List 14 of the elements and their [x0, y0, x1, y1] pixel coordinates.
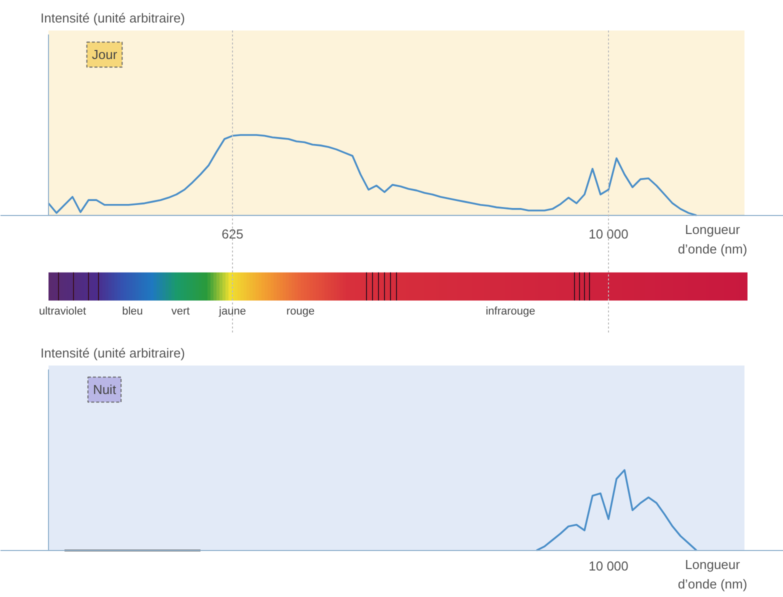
x-tick-label: 625 — [222, 226, 244, 242]
x-axis-title: Longueur d’onde (nm) — [678, 556, 748, 592]
text: infrarouge — [486, 305, 536, 318]
y-axis-title: Intensité (unité arbitraire) — [40, 10, 186, 26]
text: jaune — [218, 305, 246, 318]
chart-title: Nuit — [92, 382, 116, 398]
text: vert — [171, 305, 190, 318]
text: 10 000 — [588, 558, 628, 574]
x-axis-title: Longueur d’onde (nm) — [678, 222, 748, 256]
chart-title: Jour — [92, 47, 118, 62]
text: rouge — [286, 305, 315, 318]
y-axis-title: Intensité (unité arbitraire) — [40, 346, 186, 360]
text: ultraviolet — [38, 305, 86, 318]
text: bleu — [122, 305, 143, 318]
